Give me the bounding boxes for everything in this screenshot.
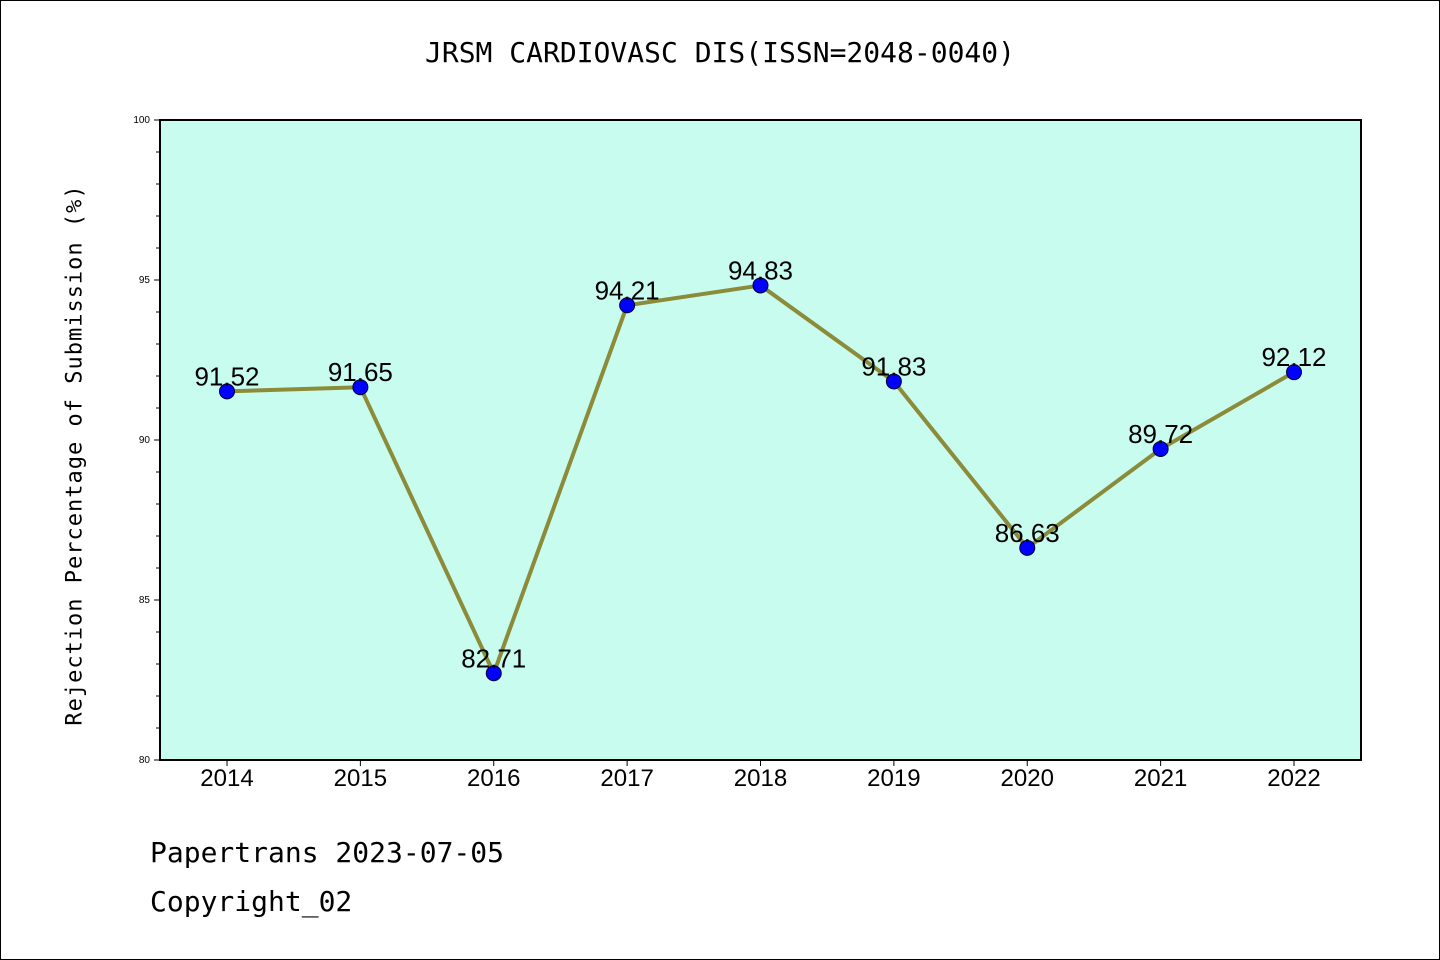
x-tick-label: 2014: [200, 765, 253, 792]
data-label: 86.63: [995, 518, 1060, 548]
data-label: 91.83: [861, 351, 926, 381]
chart-title: JRSM CARDIOVASC DIS(ISSN=2048-0040): [424, 36, 1015, 69]
footer-copyright: Copyright_02: [150, 885, 353, 918]
data-point: [1152, 440, 1169, 457]
data-point: [352, 379, 369, 396]
x-tick-label: 2022: [1267, 765, 1320, 792]
data-label: 92.12: [1261, 342, 1326, 372]
data-labels: 91.52 91.65 82.71 94.21 94.83 91.83 86.63 89.72…: [194, 255, 1326, 673]
data-point: [1286, 364, 1302, 381]
x-tick-label: 2018: [734, 765, 787, 792]
x-tick-label: 2020: [1001, 765, 1054, 792]
x-tick-label: 2021: [1134, 765, 1187, 792]
data-point: [619, 297, 636, 314]
y-tick-label: 85: [139, 595, 151, 606]
y-tick-label: 90: [139, 435, 151, 446]
y-tick-label: 80: [139, 755, 151, 766]
data-point: [752, 277, 769, 294]
data-label: 82.71: [461, 643, 526, 673]
data-label: 94.21: [595, 275, 660, 305]
y-axis-ticks: 80 85 90 95 100: [133, 115, 160, 766]
data-point: [485, 665, 502, 682]
data-points: [219, 277, 1302, 682]
x-tick-label: 2015: [334, 765, 387, 792]
x-tick-label: 2019: [867, 765, 920, 792]
x-axis-ticks: 2014 2015 2016 2017 2018 2019 2020 2021 2022: [200, 760, 1321, 792]
footer-date: Papertrans 2023-07-05: [150, 836, 505, 869]
data-label: 94.83: [728, 255, 793, 285]
data-label: 91.52: [194, 361, 259, 391]
x-tick-label: 2016: [467, 765, 520, 792]
data-point: [1019, 539, 1036, 556]
plot-area: [159, 119, 1362, 761]
y-tick-label: 95: [139, 275, 151, 286]
x-tick-label: 2017: [600, 765, 653, 792]
data-point: [219, 383, 235, 400]
data-label: 91.65: [328, 357, 393, 387]
y-tick-label: 100: [133, 115, 150, 126]
data-label: 89.72: [1128, 419, 1193, 449]
data-point: [885, 373, 902, 390]
